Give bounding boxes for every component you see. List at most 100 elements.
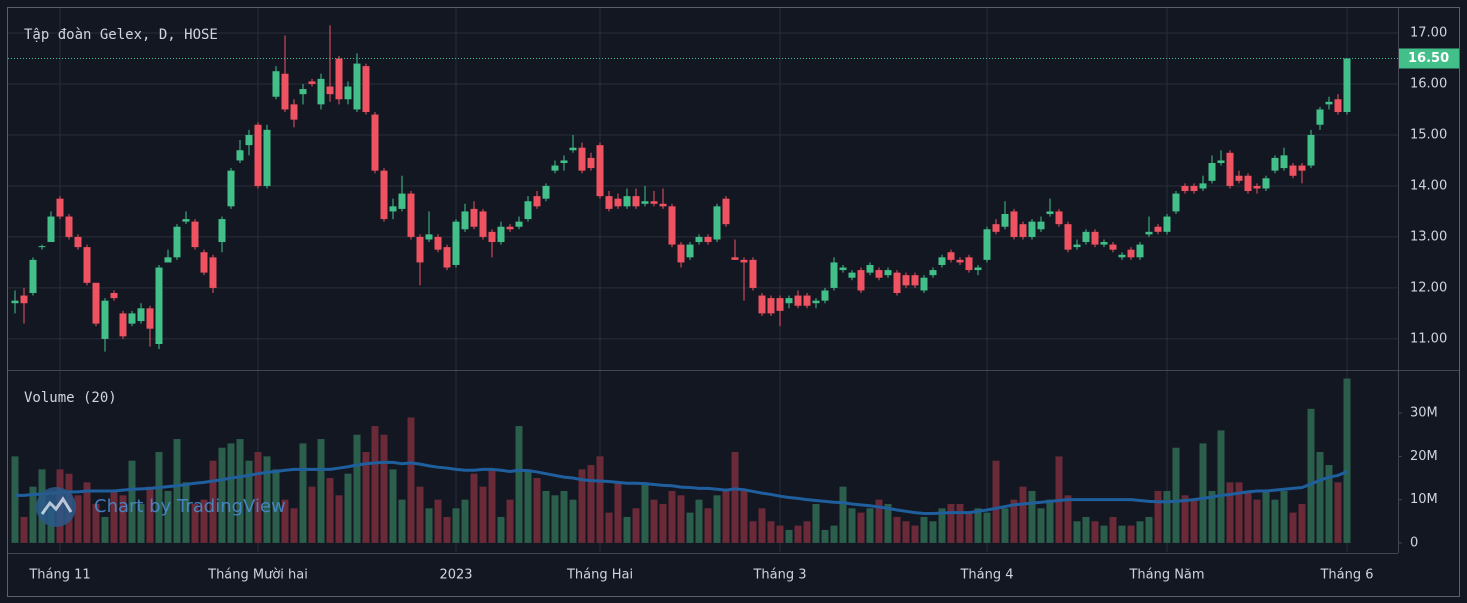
- price-pane: [8, 25, 1398, 352]
- volume-bar: [1064, 495, 1072, 543]
- volume-bar: [389, 469, 397, 543]
- candle-body: [1226, 152, 1234, 186]
- volume-bar: [137, 503, 145, 543]
- volume-bar: [659, 503, 667, 543]
- candle-body: [110, 293, 118, 299]
- candle-body: [173, 226, 181, 258]
- volume-bar: [128, 460, 136, 543]
- candle-body: [533, 196, 541, 207]
- candle-body: [119, 313, 127, 337]
- volume-bar: [920, 516, 928, 543]
- volume-bar: [263, 456, 271, 543]
- candle-body: [893, 272, 901, 294]
- candle-body: [1145, 231, 1153, 235]
- candle-body: [488, 231, 496, 243]
- volume-bar: [1253, 499, 1261, 543]
- candle-body: [902, 275, 910, 286]
- volume-bar: [1280, 490, 1288, 543]
- candle-body: [938, 257, 946, 265]
- candle-body: [821, 290, 829, 301]
- x-tick-label: Tháng 11: [28, 568, 90, 583]
- candle-body: [191, 221, 199, 248]
- volume-bar: [1217, 430, 1225, 543]
- candle-body: [875, 270, 883, 278]
- volume-bar: [209, 460, 217, 543]
- x-tick-label: Tháng 6: [1319, 568, 1373, 583]
- candle-body: [290, 104, 298, 120]
- volume-bar: [1118, 525, 1126, 543]
- volume-bar: [479, 486, 487, 543]
- candle-body: [623, 196, 631, 207]
- candle-body: [1163, 216, 1171, 232]
- volume-bar: [983, 512, 991, 543]
- volume-bar: [1091, 521, 1099, 543]
- volume-bar: [83, 482, 91, 543]
- volume-bar: [1010, 499, 1018, 543]
- x-tick-label: Tháng 4: [959, 568, 1013, 583]
- candle-body: [1046, 211, 1054, 214]
- candle-body: [1136, 244, 1144, 258]
- volume-bar: [371, 426, 379, 543]
- volume-bar: [1316, 452, 1324, 543]
- volume-bar: [902, 521, 910, 543]
- volume-bar: [1037, 508, 1045, 543]
- volume-bar: [308, 486, 316, 543]
- volume-bar: [1262, 490, 1270, 543]
- volume-bar: [416, 486, 424, 543]
- volume-bar: [866, 508, 874, 543]
- volume-bar: [686, 512, 694, 543]
- volume-bar: [227, 443, 235, 543]
- volume-bar: [785, 529, 793, 543]
- candle-body: [767, 298, 775, 314]
- candle-body: [785, 298, 793, 304]
- volume-bar: [218, 447, 226, 543]
- candle-body: [632, 196, 640, 207]
- candle-body: [155, 267, 163, 344]
- volume-bar: [749, 521, 757, 543]
- candle-body: [587, 157, 595, 169]
- candle-body: [65, 216, 73, 237]
- candle-body: [497, 226, 505, 243]
- volume-bar: [452, 508, 460, 543]
- candle-body: [965, 257, 973, 271]
- candle-body: [92, 282, 100, 324]
- candle-body: [614, 198, 622, 207]
- candle-body: [812, 300, 820, 304]
- volume-bar: [164, 490, 172, 543]
- candle-body: [578, 147, 586, 171]
- candle-body: [515, 221, 523, 227]
- candle-body: [641, 201, 649, 204]
- candle-body: [254, 124, 262, 186]
- volume-bar: [1100, 525, 1108, 543]
- candle-body: [1271, 157, 1279, 171]
- volume-bar: [1163, 490, 1171, 543]
- candle-body: [272, 71, 280, 97]
- candle-body: [1325, 101, 1333, 105]
- candle-body: [461, 211, 469, 230]
- candle-body: [1100, 242, 1108, 245]
- candle-body: [227, 170, 235, 207]
- volume-bar: [1298, 503, 1306, 543]
- candle-body: [407, 193, 415, 237]
- volume-bar: [740, 490, 748, 543]
- candle-body: [182, 219, 190, 222]
- candle-body: [398, 193, 406, 209]
- volume-bar: [830, 525, 838, 543]
- candle-body: [974, 267, 982, 271]
- volume-bar: [1019, 486, 1027, 543]
- candle-body: [1019, 224, 1027, 237]
- candle-body: [848, 272, 856, 278]
- candle-body: [722, 198, 730, 225]
- volume-title: Volume (20): [24, 390, 117, 406]
- volume-bar: [488, 469, 496, 543]
- candle-body: [281, 73, 289, 110]
- candle-body: [992, 224, 1000, 232]
- candle-body: [1280, 155, 1288, 169]
- candle-body: [983, 229, 991, 260]
- candle-body: [1298, 165, 1306, 171]
- candle-body: [1289, 165, 1297, 176]
- candle-body: [920, 277, 928, 291]
- volume-bar: [380, 434, 388, 543]
- volume-bar: [884, 503, 892, 543]
- candle-body: [731, 257, 739, 260]
